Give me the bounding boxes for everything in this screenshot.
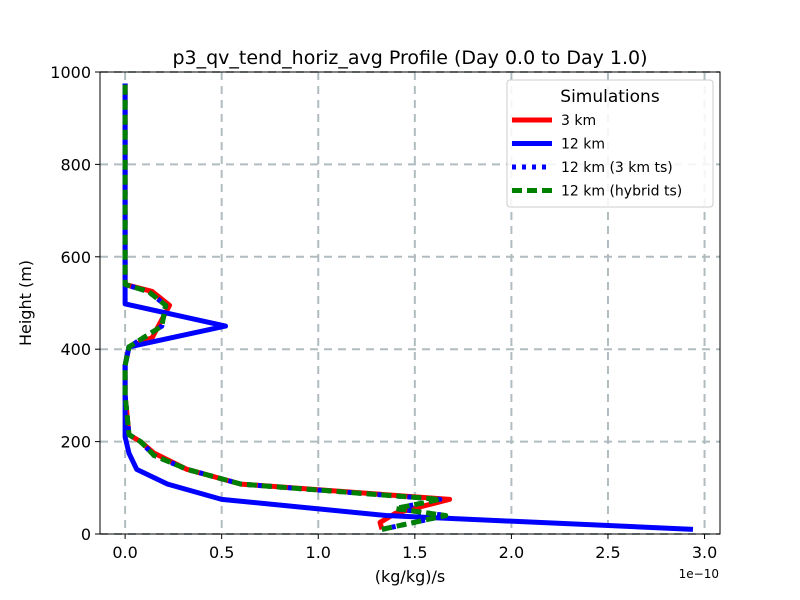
y-tick-label: 600 bbox=[60, 248, 91, 267]
legend: Simulations 3 km 12 km 12 km (3 km ts) 12 k… bbox=[506, 79, 714, 208]
x-axis-ticks: 0.0 0.5 1.0 1.5 2.0 2.5 3.0 bbox=[112, 534, 717, 562]
legend-label: 12 km bbox=[561, 137, 605, 153]
x-axis-offset-text: 1e−10 bbox=[679, 567, 719, 581]
plot-frame bbox=[99, 71, 721, 535]
legend-label: 12 km (hybrid ts) bbox=[561, 184, 682, 200]
legend-title: Simulations bbox=[560, 87, 660, 107]
y-axis-ticks: 0 200 400 600 800 1000 bbox=[50, 63, 100, 544]
series-line-12-km-hybrid-ts- bbox=[122, 83, 449, 532]
y-tick-label: 0 bbox=[81, 525, 91, 544]
legend-label: 3 km bbox=[561, 113, 596, 129]
x-axis-label: (kg/kg)/s bbox=[375, 567, 445, 586]
x-tick-label: 1.0 bbox=[306, 543, 331, 562]
legend-entries: 3 km 12 km 12 km (3 km ts) 12 km (hybrid ts… bbox=[512, 113, 682, 200]
series-line-12-km-3-km-ts- bbox=[122, 83, 449, 532]
y-tick-label: 200 bbox=[60, 433, 91, 452]
x-tick-label: 1.5 bbox=[402, 543, 427, 562]
x-tick-label: 2.5 bbox=[595, 543, 620, 562]
x-tick-label: 0.0 bbox=[112, 543, 137, 562]
x-tick-label: 2.0 bbox=[499, 543, 524, 562]
chart-title: p3_qv_tend_horiz_avg Profile (Day 0.0 to… bbox=[172, 47, 647, 69]
x-tick-label: 3.0 bbox=[692, 543, 717, 562]
y-tick-label: 400 bbox=[60, 340, 91, 359]
y-tick-label: 800 bbox=[60, 155, 91, 174]
series-layer bbox=[122, 83, 694, 532]
y-axis-label: Height (m) bbox=[16, 260, 35, 346]
y-tick-label: 1000 bbox=[50, 63, 91, 82]
legend-label: 12 km (3 km ts) bbox=[561, 160, 673, 176]
x-tick-label: 0.5 bbox=[209, 543, 234, 562]
legend-box bbox=[506, 79, 714, 208]
